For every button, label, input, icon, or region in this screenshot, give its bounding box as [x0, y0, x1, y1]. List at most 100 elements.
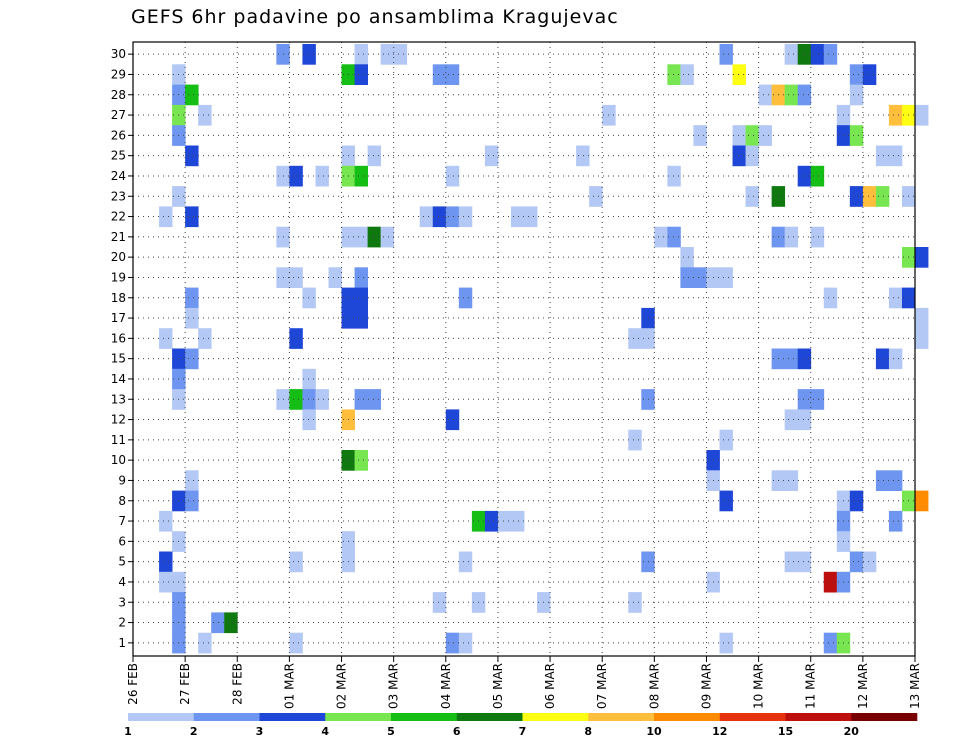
heatmap-cell — [732, 64, 746, 85]
heatmap-cell — [628, 429, 642, 451]
heatmap-cell — [797, 84, 812, 106]
y-tick-label: 25 — [111, 149, 126, 163]
heatmap-cell — [302, 368, 316, 390]
heatmap-cell — [510, 206, 525, 228]
y-tick-label: 2 — [118, 616, 126, 630]
legend-label: 15 — [778, 725, 793, 738]
heatmap-cell — [667, 64, 681, 85]
heatmap-cell — [823, 44, 838, 65]
heatmap-cell — [211, 612, 225, 634]
heatmap-cell — [302, 44, 316, 65]
heatmap-cell — [497, 510, 512, 532]
y-tick-label: 30 — [111, 47, 126, 61]
y-tick-label: 18 — [111, 291, 126, 305]
heatmap-cell — [693, 125, 707, 146]
legend-label: 6 — [453, 725, 461, 738]
heatmap-cell — [458, 632, 473, 654]
heatmap-cell — [185, 84, 199, 106]
heatmap-cell — [589, 186, 603, 207]
y-tick-label: 15 — [111, 352, 126, 366]
heatmap-cell — [445, 64, 460, 85]
y-tick-label: 26 — [111, 128, 126, 142]
heatmap-cell — [915, 307, 929, 329]
legend-label: 12 — [712, 725, 727, 738]
legend-label: 3 — [256, 725, 264, 738]
heatmap-cell — [354, 44, 368, 65]
heatmap-cell — [797, 348, 812, 370]
x-tick-label: 05 MAR — [491, 663, 505, 709]
heatmap-cell — [354, 64, 368, 85]
heatmap-cell — [393, 44, 408, 65]
y-tick-label: 13 — [111, 392, 126, 406]
heatmap-cell — [198, 632, 212, 654]
heatmap-cell — [354, 307, 368, 329]
x-tick-label: 04 MAR — [439, 663, 453, 709]
heatmap-cell — [354, 165, 368, 187]
heatmap-cell — [654, 226, 668, 248]
heatmap-cell — [367, 145, 382, 167]
y-tick-label: 7 — [118, 514, 126, 528]
heatmap-cell — [797, 389, 812, 410]
heatmap-cell — [159, 206, 173, 228]
heatmap-cell — [432, 64, 447, 85]
x-tick-label: 02 MAR — [335, 663, 349, 709]
x-tick-label: 06 MAR — [543, 663, 557, 709]
y-tick-label: 27 — [111, 108, 126, 122]
y-tick-label: 3 — [118, 595, 126, 609]
heatmap-cell — [159, 510, 173, 532]
y-tick-label: 11 — [111, 433, 126, 447]
y-tick-label: 17 — [111, 311, 126, 325]
y-tick-label: 21 — [111, 230, 126, 244]
legend-swatch — [456, 713, 523, 721]
legend-swatch — [785, 713, 852, 721]
legend-swatch — [128, 713, 195, 721]
x-tick-label: 01 MAR — [282, 663, 296, 709]
legend-label: 4 — [321, 725, 329, 738]
heatmap-cell — [719, 490, 733, 512]
color-legend: 1 2 3 4 5 6 7 8 10 12 15 20 — [124, 713, 918, 738]
heatmap-cell — [823, 287, 838, 309]
y-tick-label: 19 — [111, 270, 126, 284]
heatmap-cell — [823, 571, 838, 593]
heatmap-cell — [458, 206, 473, 228]
heatmap-cell — [797, 409, 812, 431]
heatmap-cell — [915, 247, 929, 268]
y-tick-label: 9 — [118, 473, 126, 487]
heatmap-cell — [810, 389, 825, 410]
heatmap-cell — [367, 389, 382, 410]
heatmap-cell — [667, 226, 681, 248]
heatmap-cell — [445, 206, 460, 228]
heatmap-cell — [484, 145, 499, 167]
heatmap-cell — [862, 64, 877, 85]
heatmap-cell — [797, 44, 812, 65]
y-tick-label: 24 — [111, 169, 126, 183]
legend-swatch — [325, 713, 392, 721]
heatmap-cell — [380, 226, 395, 248]
heatmap-cell — [849, 490, 864, 512]
y-tick-label: 14 — [111, 372, 126, 386]
legend-label: 2 — [190, 725, 198, 738]
heatmap-cell — [784, 409, 799, 431]
y-tick-label: 16 — [111, 331, 126, 345]
heatmap-cell — [680, 247, 694, 268]
heatmap-cell — [719, 429, 733, 451]
heatmap-cell — [185, 470, 199, 491]
heatmap-cell — [354, 267, 368, 288]
legend-label: 10 — [646, 725, 662, 738]
heatmap-cell — [367, 226, 382, 248]
heatmap-cell — [719, 632, 733, 654]
heatmap-cell — [628, 592, 642, 613]
heatmap-cell — [445, 165, 460, 187]
heatmap-cell — [849, 84, 864, 106]
heatmap-cell — [888, 470, 903, 491]
heatmap-cell — [458, 551, 473, 573]
heatmap-cell — [810, 226, 825, 248]
heatmap-cell — [784, 470, 799, 491]
heatmap-cell — [875, 145, 890, 167]
heatmap-cell — [185, 287, 199, 309]
heatmap-cell — [888, 104, 903, 126]
legend-label: 20 — [844, 725, 860, 738]
y-tick-label: 10 — [111, 453, 126, 467]
heatmap-cell — [289, 165, 303, 187]
